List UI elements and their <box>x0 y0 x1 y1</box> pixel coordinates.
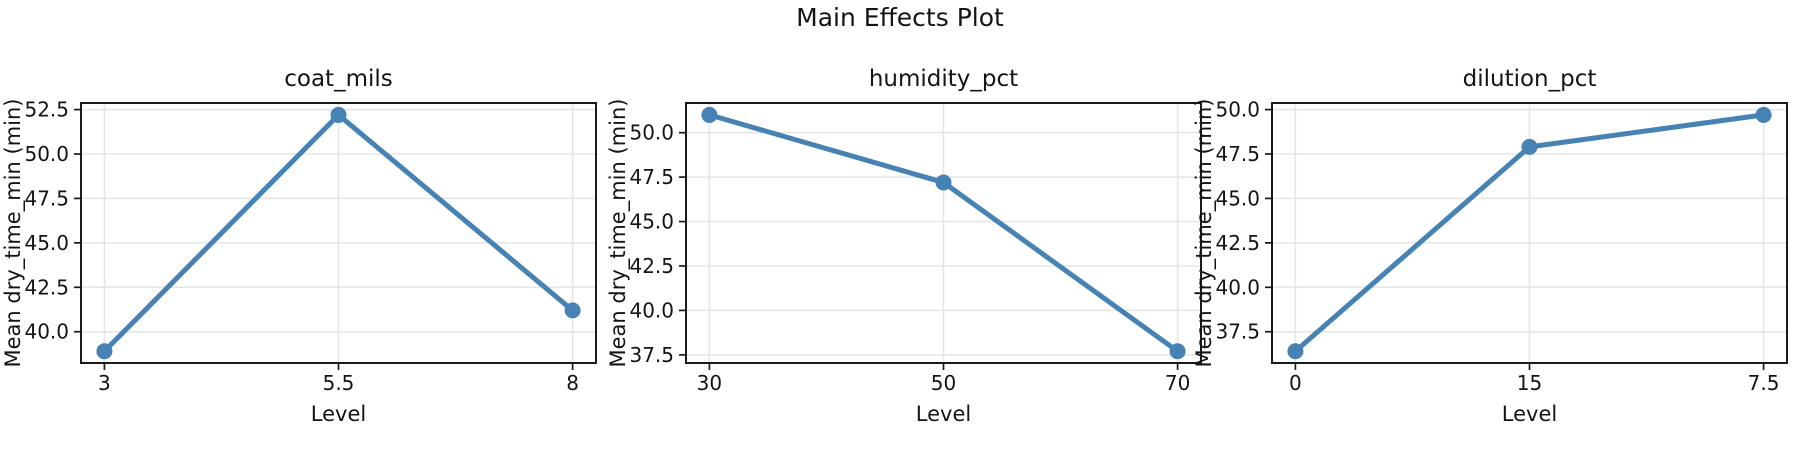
data-point-marker <box>330 106 347 123</box>
y-tick-label: 45.0 <box>24 231 69 255</box>
data-point-marker <box>564 302 581 319</box>
x-tick-label: 50 <box>931 371 956 395</box>
subplot-title: dilution_pct <box>1462 66 1597 92</box>
y-axis-label: Mean dry_time_min (min) <box>1 98 25 368</box>
x-axis-label: Level <box>310 402 367 426</box>
data-point-marker <box>1521 138 1538 155</box>
y-tick-label: 45.0 <box>1215 186 1260 210</box>
x-tick-label: 70 <box>1165 371 1190 395</box>
y-tick-label: 42.5 <box>24 275 69 299</box>
x-tick-label: 7.5 <box>1748 371 1780 395</box>
y-tick-label: 47.5 <box>629 165 674 189</box>
data-point-marker <box>935 174 952 191</box>
y-tick-label: 45.0 <box>629 210 674 234</box>
subplot-dilution-pct: dilution_pct Mean dry_time_min (min) 37.… <box>1192 66 1788 426</box>
subplot-title: humidity_pct <box>868 66 1019 92</box>
y-tick-label: 50.0 <box>24 142 69 166</box>
x-tick-label: 8 <box>566 371 579 395</box>
y-tick-label: 40.0 <box>629 298 674 322</box>
data-point-marker <box>701 106 718 123</box>
axes-frame <box>685 102 1202 364</box>
y-tick-label: 37.5 <box>1215 320 1260 344</box>
y-tick-label: 47.5 <box>1215 142 1260 166</box>
x-axis-label: Level <box>1501 402 1558 426</box>
y-axis-label: Mean dry_time_min (min) <box>1192 98 1216 368</box>
axes-frame <box>80 102 597 364</box>
y-tick-label: 50.0 <box>629 121 674 145</box>
plot-area-humidity-pct: 37.5 40.0 42.5 45.0 47.5 50.0 30 50 70 <box>629 102 1202 395</box>
y-tick-label: 47.5 <box>24 186 69 210</box>
y-tick-label: 40.0 <box>1215 275 1260 299</box>
y-tick-label: 37.5 <box>629 343 674 367</box>
x-tick-label: 3 <box>98 371 111 395</box>
y-tick-label: 52.5 <box>24 98 69 122</box>
subplot-coat-mils: coat_mils Mean dry_time_min (min) 40.0 42… <box>1 66 597 426</box>
y-tick-label: 40.0 <box>24 320 69 344</box>
y-tick-label: 50.0 <box>1215 98 1260 122</box>
plot-area-dilution-pct: 37.5 40.0 42.5 45.0 47.5 50.0 0 15 7.5 <box>1215 98 1788 395</box>
data-point-marker <box>96 343 113 360</box>
data-point-marker <box>1755 106 1772 123</box>
x-tick-label: 30 <box>697 371 722 395</box>
x-tick-label: 15 <box>1517 371 1542 395</box>
y-tick-label: 42.5 <box>1215 231 1260 255</box>
figure-title: Main Effects Plot <box>796 3 1004 32</box>
plot-area-coat-mils: 40.0 42.5 45.0 47.5 50.0 52.5 3 5.5 8 <box>24 98 597 395</box>
data-point-marker <box>1287 343 1304 360</box>
y-axis-label: Mean dry_time_min (min) <box>606 98 630 368</box>
x-tick-label: 5.5 <box>323 371 355 395</box>
axes-frame <box>1271 102 1788 364</box>
x-axis-label: Level <box>915 402 972 426</box>
x-tick-label: 0 <box>1289 371 1302 395</box>
y-tick-label: 42.5 <box>629 254 674 278</box>
subplot-humidity-pct: humidity_pct Mean dry_time_min (min) 37.… <box>606 66 1202 426</box>
subplot-title: coat_mils <box>284 66 393 92</box>
data-point-marker <box>1169 343 1186 360</box>
